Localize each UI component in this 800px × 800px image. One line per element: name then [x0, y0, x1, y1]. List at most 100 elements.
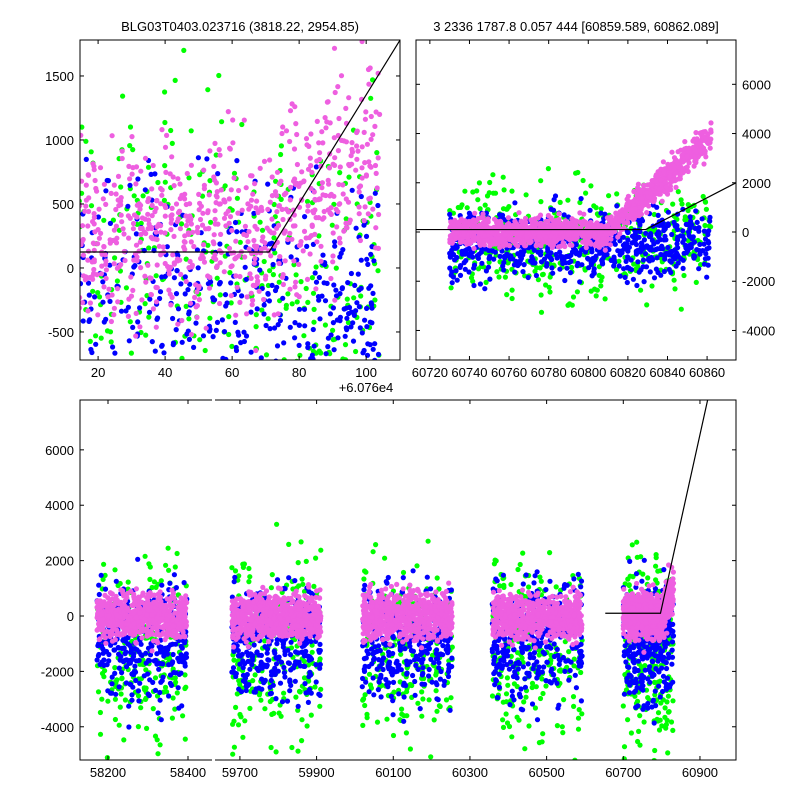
data-point — [96, 294, 103, 300]
data-point — [685, 207, 691, 214]
data-point — [361, 696, 367, 702]
data-point — [95, 385, 100, 390]
data-point — [674, 159, 680, 166]
data-point — [352, 282, 358, 288]
data-point — [661, 268, 668, 275]
data-point — [313, 164, 319, 170]
data-point — [564, 265, 570, 271]
data-point — [110, 344, 116, 350]
data-point — [283, 128, 290, 134]
data-point — [514, 714, 520, 720]
data-point — [449, 247, 455, 253]
data-point — [217, 300, 223, 307]
data-point — [586, 265, 592, 271]
data-point — [670, 727, 676, 734]
data-point — [363, 233, 370, 239]
data-point — [268, 253, 274, 259]
data-point — [519, 655, 525, 661]
data-point — [105, 386, 110, 391]
data-point — [544, 253, 551, 259]
data-point — [598, 283, 604, 289]
data-point — [299, 738, 305, 744]
data-point — [218, 231, 224, 237]
data-point — [83, 182, 89, 188]
data-point — [231, 175, 237, 181]
data-point — [356, 287, 362, 293]
data-point — [98, 230, 104, 236]
data-point — [251, 260, 257, 266]
data-point — [151, 394, 156, 399]
data-point — [188, 331, 194, 338]
data-point — [645, 575, 651, 581]
data-point — [232, 568, 239, 574]
data-point — [357, 325, 363, 331]
data-point — [384, 716, 390, 722]
data-point — [221, 197, 227, 203]
data-point — [343, 139, 349, 145]
data-point — [271, 235, 277, 241]
data-point — [146, 314, 152, 320]
data-point — [662, 714, 668, 720]
data-point — [662, 226, 668, 232]
data-point — [353, 167, 359, 173]
data-point — [217, 260, 223, 266]
data-point — [691, 146, 698, 152]
data-point — [361, 222, 367, 228]
data-point — [182, 291, 188, 297]
data-point — [156, 243, 162, 249]
data-point — [588, 183, 594, 189]
data-point — [182, 672, 188, 678]
data-point — [251, 237, 257, 244]
data-point — [591, 266, 597, 272]
data-point — [335, 84, 341, 90]
data-point — [227, 146, 233, 152]
data-point — [300, 248, 306, 254]
data-point — [368, 283, 374, 289]
data-point — [342, 342, 349, 348]
data-point — [562, 277, 568, 284]
data-point — [503, 711, 509, 717]
data-point — [101, 674, 107, 680]
x-tick-label: 60820 — [610, 365, 646, 380]
data-point — [562, 243, 568, 250]
data-point — [248, 173, 254, 179]
data-point — [668, 719, 675, 725]
data-point — [246, 246, 252, 252]
data-point — [130, 165, 136, 171]
data-point — [160, 244, 166, 250]
data-point — [252, 181, 258, 187]
data-point — [154, 198, 160, 204]
data-point — [215, 221, 221, 227]
data-point — [219, 119, 225, 125]
data-point — [500, 724, 507, 731]
data-point — [548, 206, 554, 212]
data-point — [298, 239, 304, 245]
data-point — [158, 229, 164, 235]
data-point — [637, 713, 643, 719]
data-point — [143, 667, 149, 673]
data-point — [197, 216, 204, 223]
data-point — [171, 411, 176, 416]
data-point — [497, 212, 503, 218]
data-point — [591, 270, 597, 276]
data-point — [536, 233, 542, 239]
data-point — [307, 251, 313, 257]
data-point — [193, 379, 198, 384]
data-point — [330, 161, 336, 167]
data-point — [93, 451, 98, 456]
data-point — [208, 219, 214, 225]
data-point — [91, 211, 97, 217]
data-point — [561, 212, 567, 218]
data-point — [143, 279, 149, 285]
data-point — [309, 352, 315, 358]
data-point — [142, 553, 148, 559]
data-point — [310, 290, 317, 296]
y-tick-label: 1500 — [45, 69, 74, 84]
data-point — [214, 189, 220, 195]
data-point — [279, 130, 285, 137]
data-point — [280, 124, 286, 130]
data-point — [125, 203, 131, 209]
data-point — [212, 297, 218, 303]
data-point — [397, 679, 403, 685]
data-point — [335, 364, 340, 369]
